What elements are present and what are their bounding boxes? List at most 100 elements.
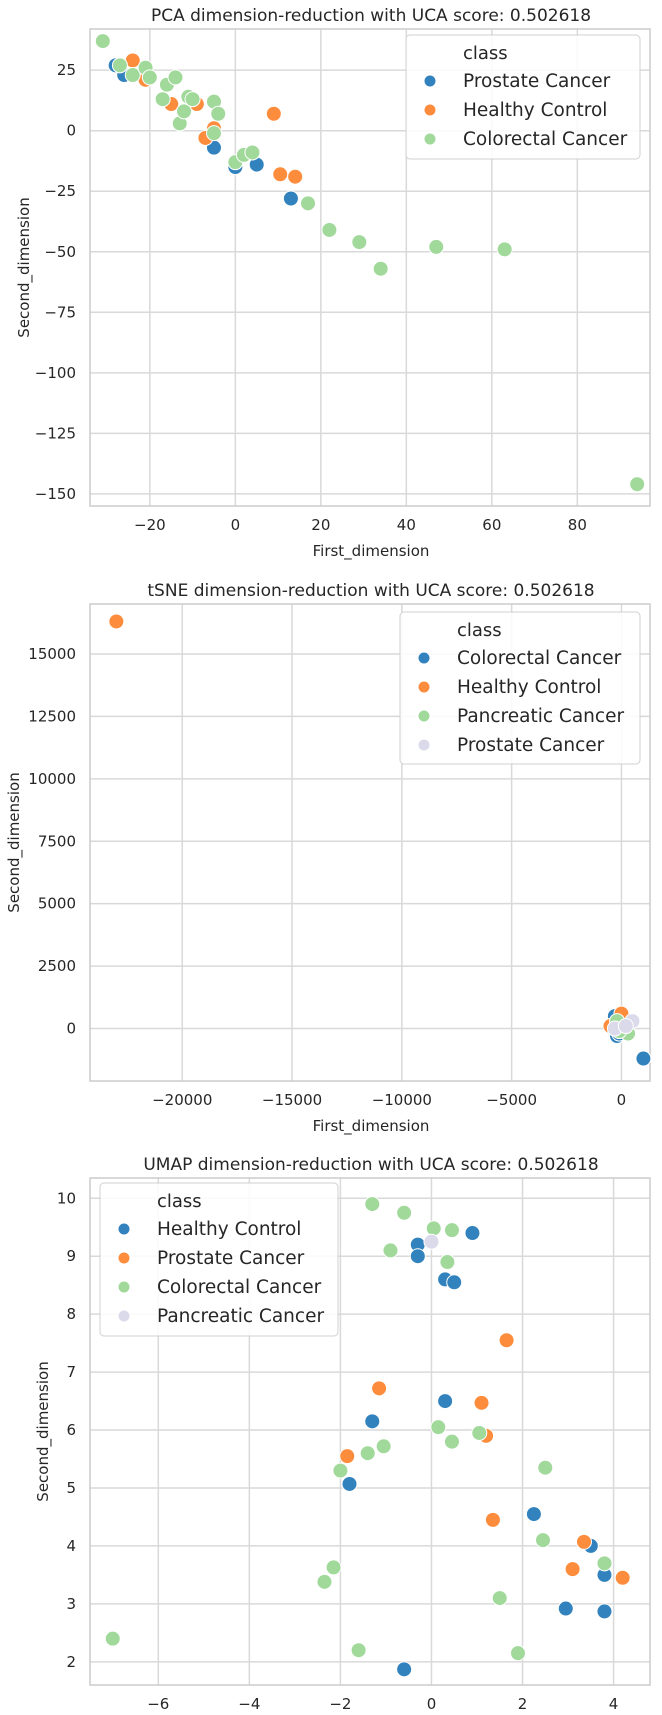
y-tick-label: 4	[66, 1537, 76, 1555]
x-tick-label: −4	[238, 1695, 260, 1713]
legend-label: Pancreatic Cancer	[157, 1306, 324, 1327]
y-tick-label: 6	[66, 1421, 76, 1439]
data-point	[537, 1459, 554, 1476]
x-tick-label: −10000	[372, 1091, 432, 1109]
legend-label: Pancreatic Cancer	[457, 706, 624, 727]
x-tick-label: 0	[231, 516, 241, 534]
legend: class Colorectal Cancer Healthy Control Pan…	[399, 611, 641, 765]
y-tick-label: 0	[66, 1020, 76, 1038]
data-point	[614, 1569, 631, 1586]
legend-marker	[423, 103, 437, 117]
plot-frame	[89, 603, 651, 1082]
legend-title: class	[457, 620, 502, 641]
data-point	[375, 1438, 392, 1455]
data-point	[325, 1559, 342, 1576]
legend-marker	[117, 1251, 131, 1265]
data-point	[104, 1630, 121, 1647]
data-point	[154, 91, 171, 108]
y-tick-label: 0	[66, 122, 76, 140]
data-point	[443, 1433, 460, 1450]
data-point	[372, 260, 389, 277]
data-point	[525, 1506, 542, 1523]
legend-marker	[417, 738, 431, 752]
y-tick-label: 5	[66, 1479, 76, 1497]
data-point	[111, 57, 128, 74]
x-tick-label: −20	[134, 516, 166, 534]
data-point	[439, 1254, 456, 1271]
x-tick-label: 0	[617, 1091, 627, 1109]
data-point	[321, 221, 338, 238]
chart-title: tSNE dimension-reduction with UCA score:…	[147, 581, 594, 601]
legend-label: Prostate Cancer	[457, 735, 605, 756]
data-point	[141, 69, 158, 86]
legend-marker	[417, 709, 431, 723]
chart-panel-3: −6 −4 −2 0 2 4 10 9 8 7 6 5 4 3 2 UMAP dimension-reduct…	[34, 1155, 651, 1713]
legend-label: Colorectal Cancer	[463, 129, 628, 150]
data-point	[509, 1645, 526, 1662]
y-tick-label: −50	[44, 243, 76, 261]
y-tick-label: 2500	[38, 957, 76, 975]
data-point	[430, 1419, 447, 1436]
legend: class Prostate Cancer Healthy Control Color…	[405, 34, 641, 160]
data-point	[617, 1018, 634, 1035]
legend-label: Prostate Cancer	[463, 71, 611, 92]
y-tick-label: 10000	[28, 770, 76, 788]
data-point	[332, 1462, 349, 1479]
data-point	[124, 67, 141, 84]
y-tick-label: 10	[57, 1189, 76, 1207]
y-tick-label: 8	[66, 1305, 76, 1323]
legend-label: Colorectal Cancer	[157, 1277, 322, 1298]
data-point	[557, 1600, 574, 1617]
data-point	[94, 33, 111, 50]
data-point	[498, 1332, 515, 1349]
x-tick-label: 4	[609, 1695, 619, 1713]
y-tick-label: −100	[35, 364, 76, 382]
legend-marker	[117, 1222, 131, 1236]
data-point	[446, 1274, 463, 1291]
data-point	[464, 1225, 481, 1242]
data-point	[535, 1532, 552, 1549]
legend-label: Healthy Control	[463, 100, 607, 121]
y-tick-label: 12500	[28, 707, 76, 725]
data-point	[282, 190, 299, 207]
data-point	[473, 1394, 490, 1411]
chart-panel-2: −20000 −15000 −10000 −5000 0 15000 12500 10000 7…	[5, 581, 652, 1136]
legend-marker	[417, 651, 431, 665]
legend-label: Healthy Control	[457, 677, 601, 698]
data-point	[428, 238, 445, 255]
data-point	[471, 1424, 488, 1441]
y-tick-label: −150	[35, 485, 76, 503]
y-tick-label: 2	[66, 1653, 76, 1671]
y-axis-label: Second_dimension	[34, 1361, 53, 1501]
legend-frame	[405, 34, 641, 160]
x-tick-label: 0	[427, 1695, 437, 1713]
data-point	[176, 103, 193, 120]
data-point	[300, 195, 317, 212]
x-tick-label: 40	[397, 516, 416, 534]
data-point	[364, 1196, 381, 1213]
legend-label: Colorectal Cancer	[457, 648, 622, 669]
y-tick-label: 3	[66, 1595, 76, 1613]
data-point	[491, 1590, 508, 1607]
data-point	[167, 69, 184, 86]
data-point	[437, 1393, 454, 1410]
data-point	[359, 1445, 376, 1462]
legend-label: Healthy Control	[157, 1219, 301, 1240]
data-point	[205, 125, 222, 142]
data-point	[496, 241, 513, 258]
data-point	[371, 1380, 388, 1397]
legend-title: class	[157, 1191, 202, 1212]
legend-frame	[399, 611, 641, 765]
data-point	[575, 1533, 592, 1550]
chart-panel-1: −20 0 20 40 60 80 25 0 −25 −50 −75 −100 −125 −150 PCA …	[15, 6, 651, 561]
legend-marker	[117, 1309, 131, 1323]
data-point	[425, 1220, 442, 1237]
data-point	[564, 1561, 581, 1578]
chart-title: UMAP dimension-reduction with UCA score:…	[143, 1155, 598, 1175]
data-point	[272, 166, 289, 183]
data-point	[635, 1050, 652, 1067]
data-point	[244, 144, 261, 161]
data-point	[443, 1222, 460, 1239]
y-tick-label: 7	[66, 1363, 76, 1381]
legend-marker	[423, 74, 437, 88]
